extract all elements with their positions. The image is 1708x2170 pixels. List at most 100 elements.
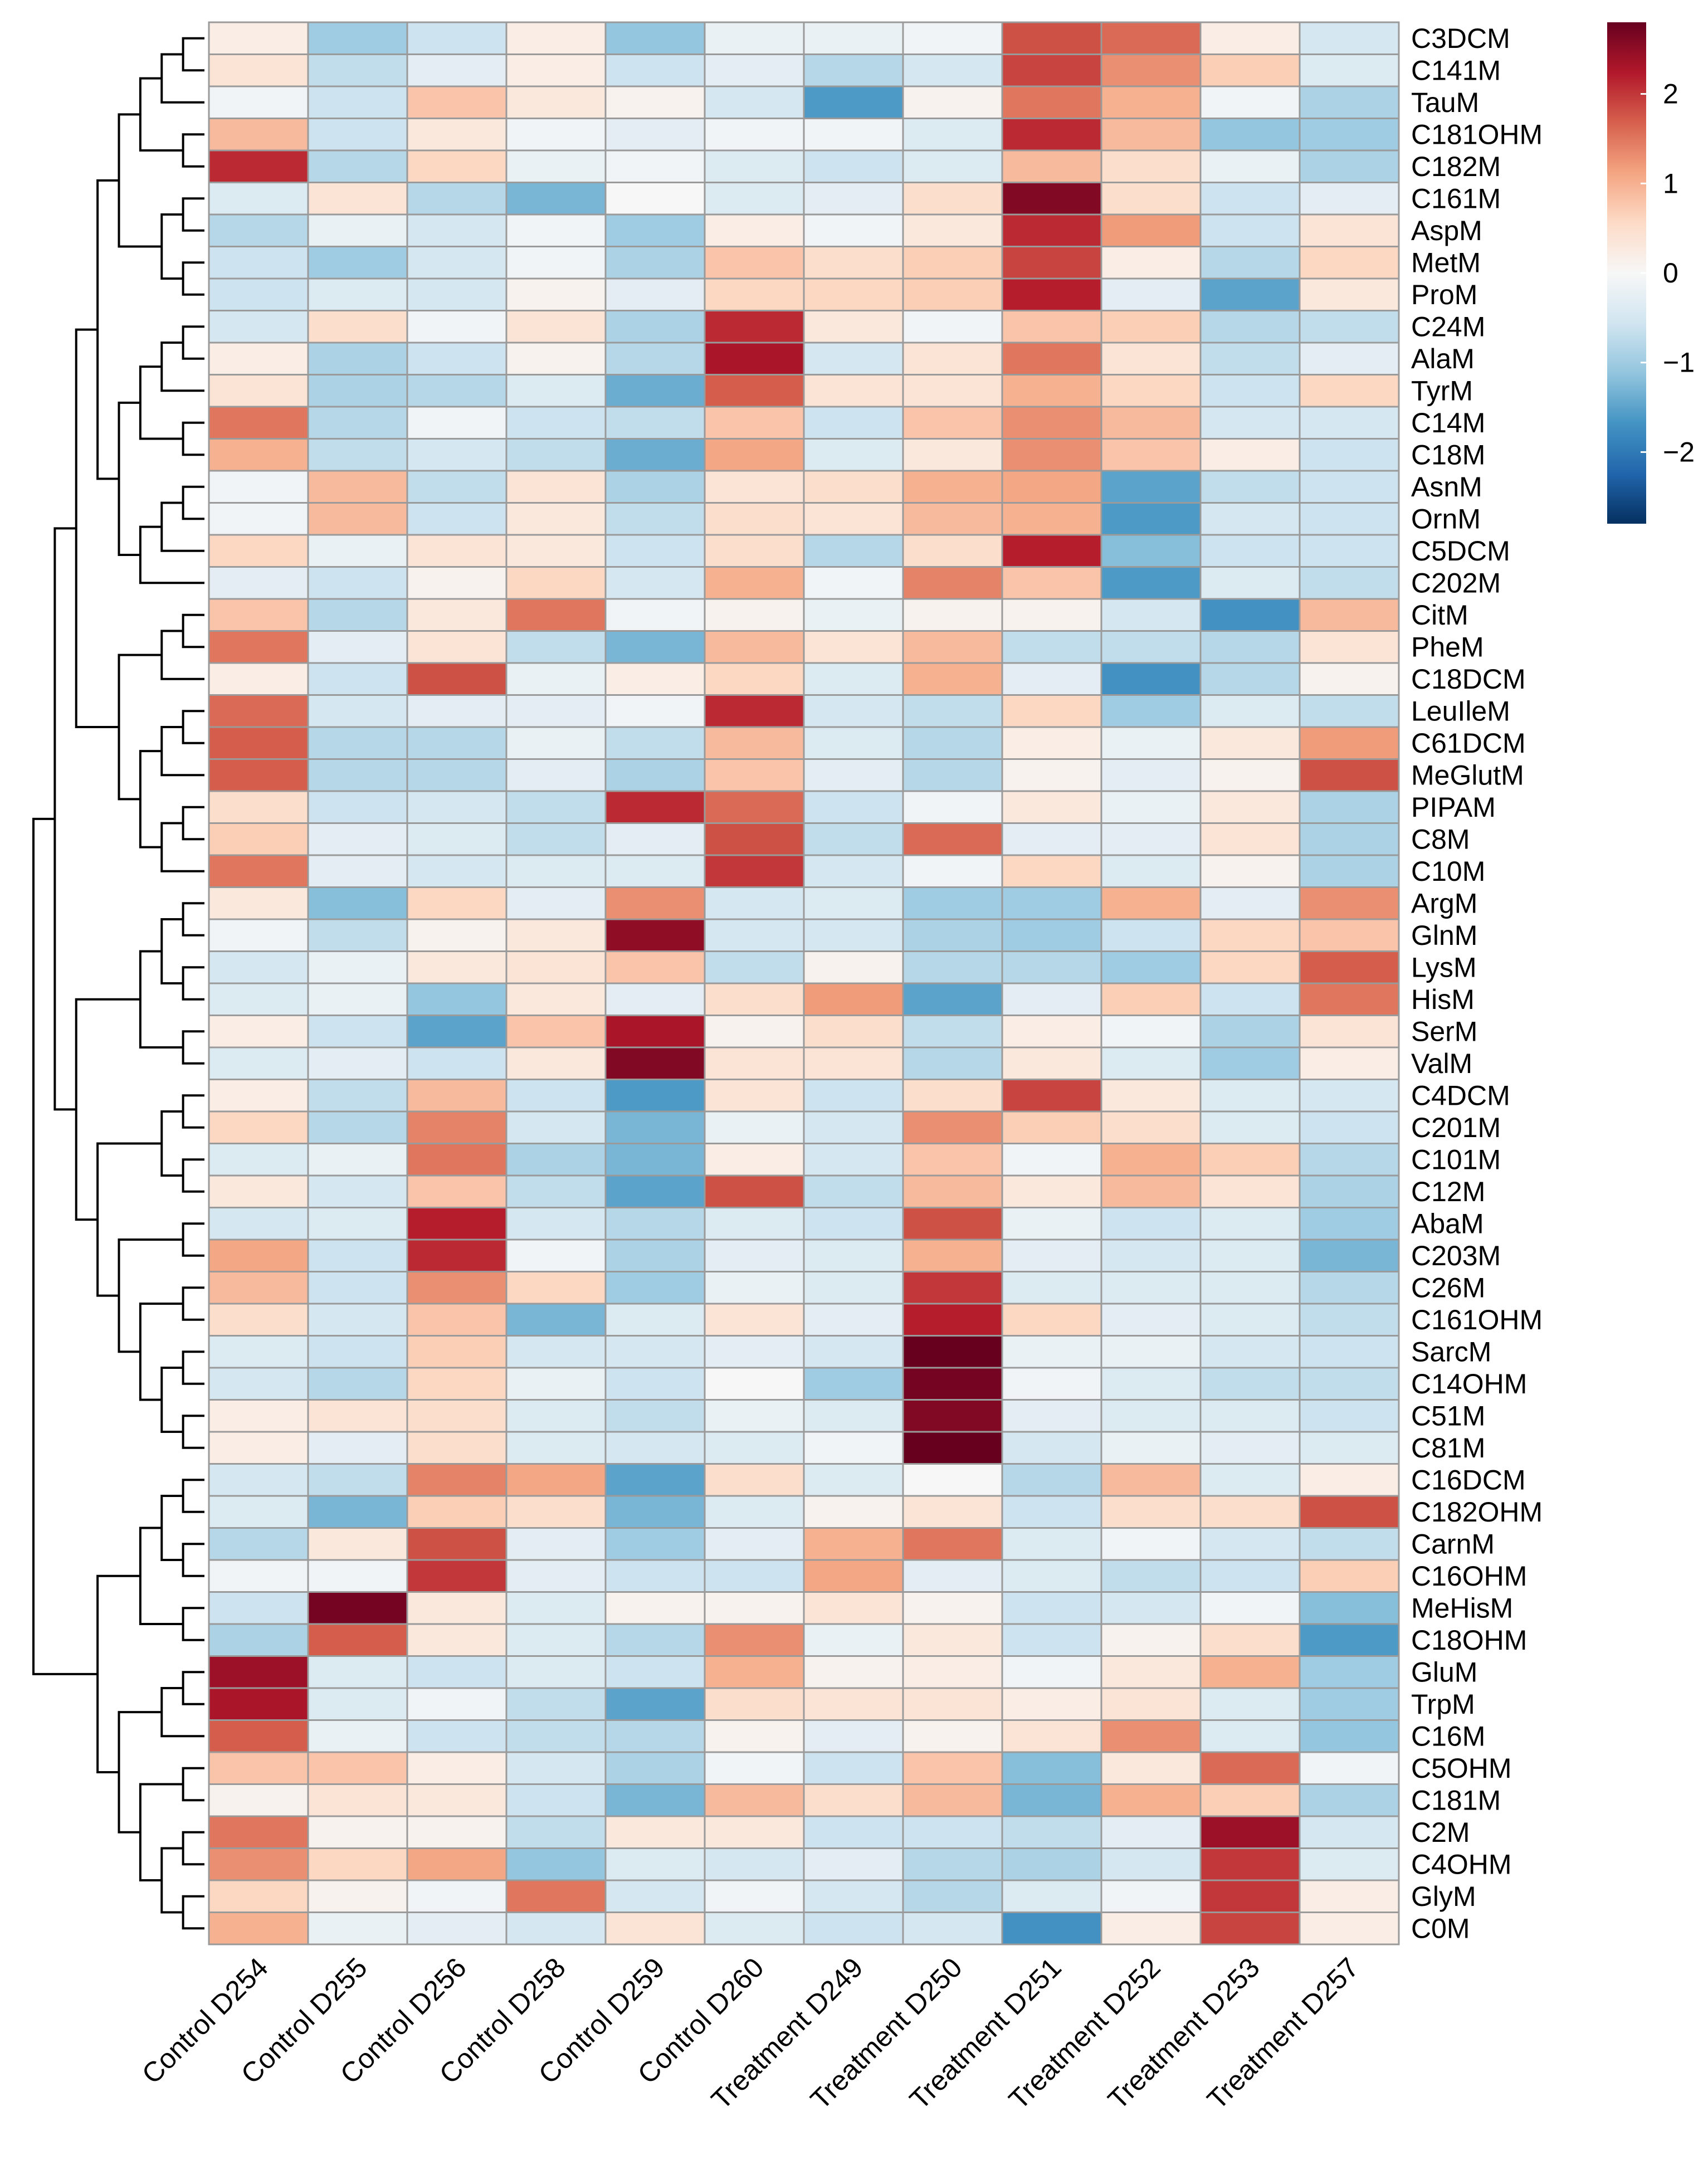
heatmap-cell [505, 1335, 607, 1369]
row-label: C182M [1411, 151, 1501, 182]
dendrogram-branch [182, 1607, 204, 1641]
heatmap-cell [208, 1751, 309, 1785]
heatmap-cell [505, 1431, 607, 1465]
heatmap-cell [604, 1911, 706, 1945]
heatmap-cell [902, 1207, 1003, 1241]
heatmap-cell [803, 1015, 904, 1049]
heatmap-cell [1001, 1623, 1102, 1657]
heatmap-cell [803, 85, 904, 119]
heatmap-cell [307, 21, 408, 55]
row-label: C5DCM [1411, 535, 1510, 567]
heatmap-cell [1299, 1367, 1400, 1401]
heatmap-cell [704, 1655, 805, 1689]
heatmap-cell [902, 374, 1003, 408]
heatmap-cell [307, 1527, 408, 1561]
heatmap-cell [1299, 374, 1400, 408]
heatmap-cell [406, 1591, 507, 1625]
heatmap-cell [1299, 1110, 1400, 1144]
heatmap-cell [406, 822, 507, 856]
heatmap-cell [1199, 1847, 1301, 1881]
heatmap-cell [307, 1783, 408, 1817]
row-label: C18M [1411, 439, 1485, 470]
row-label: AsnM [1411, 471, 1482, 503]
heatmap-cell [406, 213, 507, 247]
heatmap-cell [704, 534, 805, 568]
heatmap-cell [406, 1174, 507, 1208]
dendrogram-branch [182, 1831, 204, 1866]
heatmap-cell [604, 85, 706, 119]
heatmap-cell [604, 277, 706, 311]
heatmap-cell [505, 822, 607, 856]
heatmap-cell [505, 534, 607, 568]
heatmap-cell [208, 694, 309, 728]
heatmap-cell [902, 950, 1003, 984]
legend-tick-label: −1 [1663, 347, 1695, 378]
heatmap-cell [1299, 1046, 1400, 1080]
heatmap-cell [1001, 534, 1102, 568]
heatmap-cell [208, 149, 309, 183]
heatmap-cell [505, 566, 607, 600]
heatmap-cell [1001, 53, 1102, 87]
heatmap-cell [803, 310, 904, 344]
heatmap-cell [604, 342, 706, 376]
heatmap-cell [704, 1911, 805, 1945]
heatmap-cell [406, 1367, 507, 1401]
heatmap-cell [406, 950, 507, 984]
heatmap-cell [505, 1015, 607, 1049]
heatmap-cell [307, 1399, 408, 1433]
heatmap-cell [505, 1911, 607, 1945]
heatmap-cell [208, 982, 309, 1016]
heatmap-cell [1299, 790, 1400, 824]
heatmap-cell [803, 213, 904, 247]
heatmap-cell [1001, 598, 1102, 632]
heatmap-cell [1199, 1879, 1301, 1913]
row-label: MetM [1411, 247, 1481, 278]
heatmap-cell [604, 1015, 706, 1049]
heatmap-cell [1001, 1431, 1102, 1465]
heatmap-cell [505, 598, 607, 632]
heatmap-cell [1299, 149, 1400, 183]
heatmap-cell [1100, 85, 1202, 119]
heatmap-cell [1100, 694, 1202, 728]
heatmap-cell [505, 758, 607, 792]
dendrogram-branch [182, 1158, 204, 1193]
heatmap-cell [208, 438, 309, 472]
heatmap-cell [902, 246, 1003, 280]
heatmap-cell [505, 1815, 607, 1849]
heatmap-cell [1001, 21, 1102, 55]
heatmap-cell [1001, 246, 1102, 280]
heatmap-cell [1100, 1207, 1202, 1241]
heatmap-cell [803, 1495, 904, 1529]
row-label: LysM [1411, 952, 1477, 983]
heatmap-cell [604, 950, 706, 984]
heatmap-cell [307, 1751, 408, 1785]
heatmap-cell [902, 1591, 1003, 1625]
heatmap-cell [704, 502, 805, 536]
heatmap-cell [803, 438, 904, 472]
heatmap-cell [406, 502, 507, 536]
heatmap-cell [1100, 1399, 1202, 1433]
heatmap-cell [803, 1303, 904, 1337]
heatmap-cell [505, 1303, 607, 1337]
heatmap-cell [902, 213, 1003, 247]
heatmap-cell [803, 1335, 904, 1369]
heatmap-cell [406, 246, 507, 280]
heatmap-cell [307, 598, 408, 632]
heatmap-cell [604, 982, 706, 1016]
heatmap-cell [406, 1911, 507, 1945]
heatmap-cell [604, 213, 706, 247]
heatmap-cell [208, 1207, 309, 1241]
heatmap-cell [902, 662, 1003, 696]
heatmap-cell [505, 182, 607, 216]
heatmap-cell [1199, 1527, 1301, 1561]
row-label: ProM [1411, 279, 1477, 310]
heatmap-cell [604, 1687, 706, 1721]
heatmap-cell [1001, 1687, 1102, 1721]
heatmap-cell [406, 598, 507, 632]
heatmap-cell [902, 1783, 1003, 1817]
heatmap-cell [1100, 630, 1202, 664]
heatmap-cell [505, 1463, 607, 1497]
heatmap-cell [208, 1303, 309, 1337]
